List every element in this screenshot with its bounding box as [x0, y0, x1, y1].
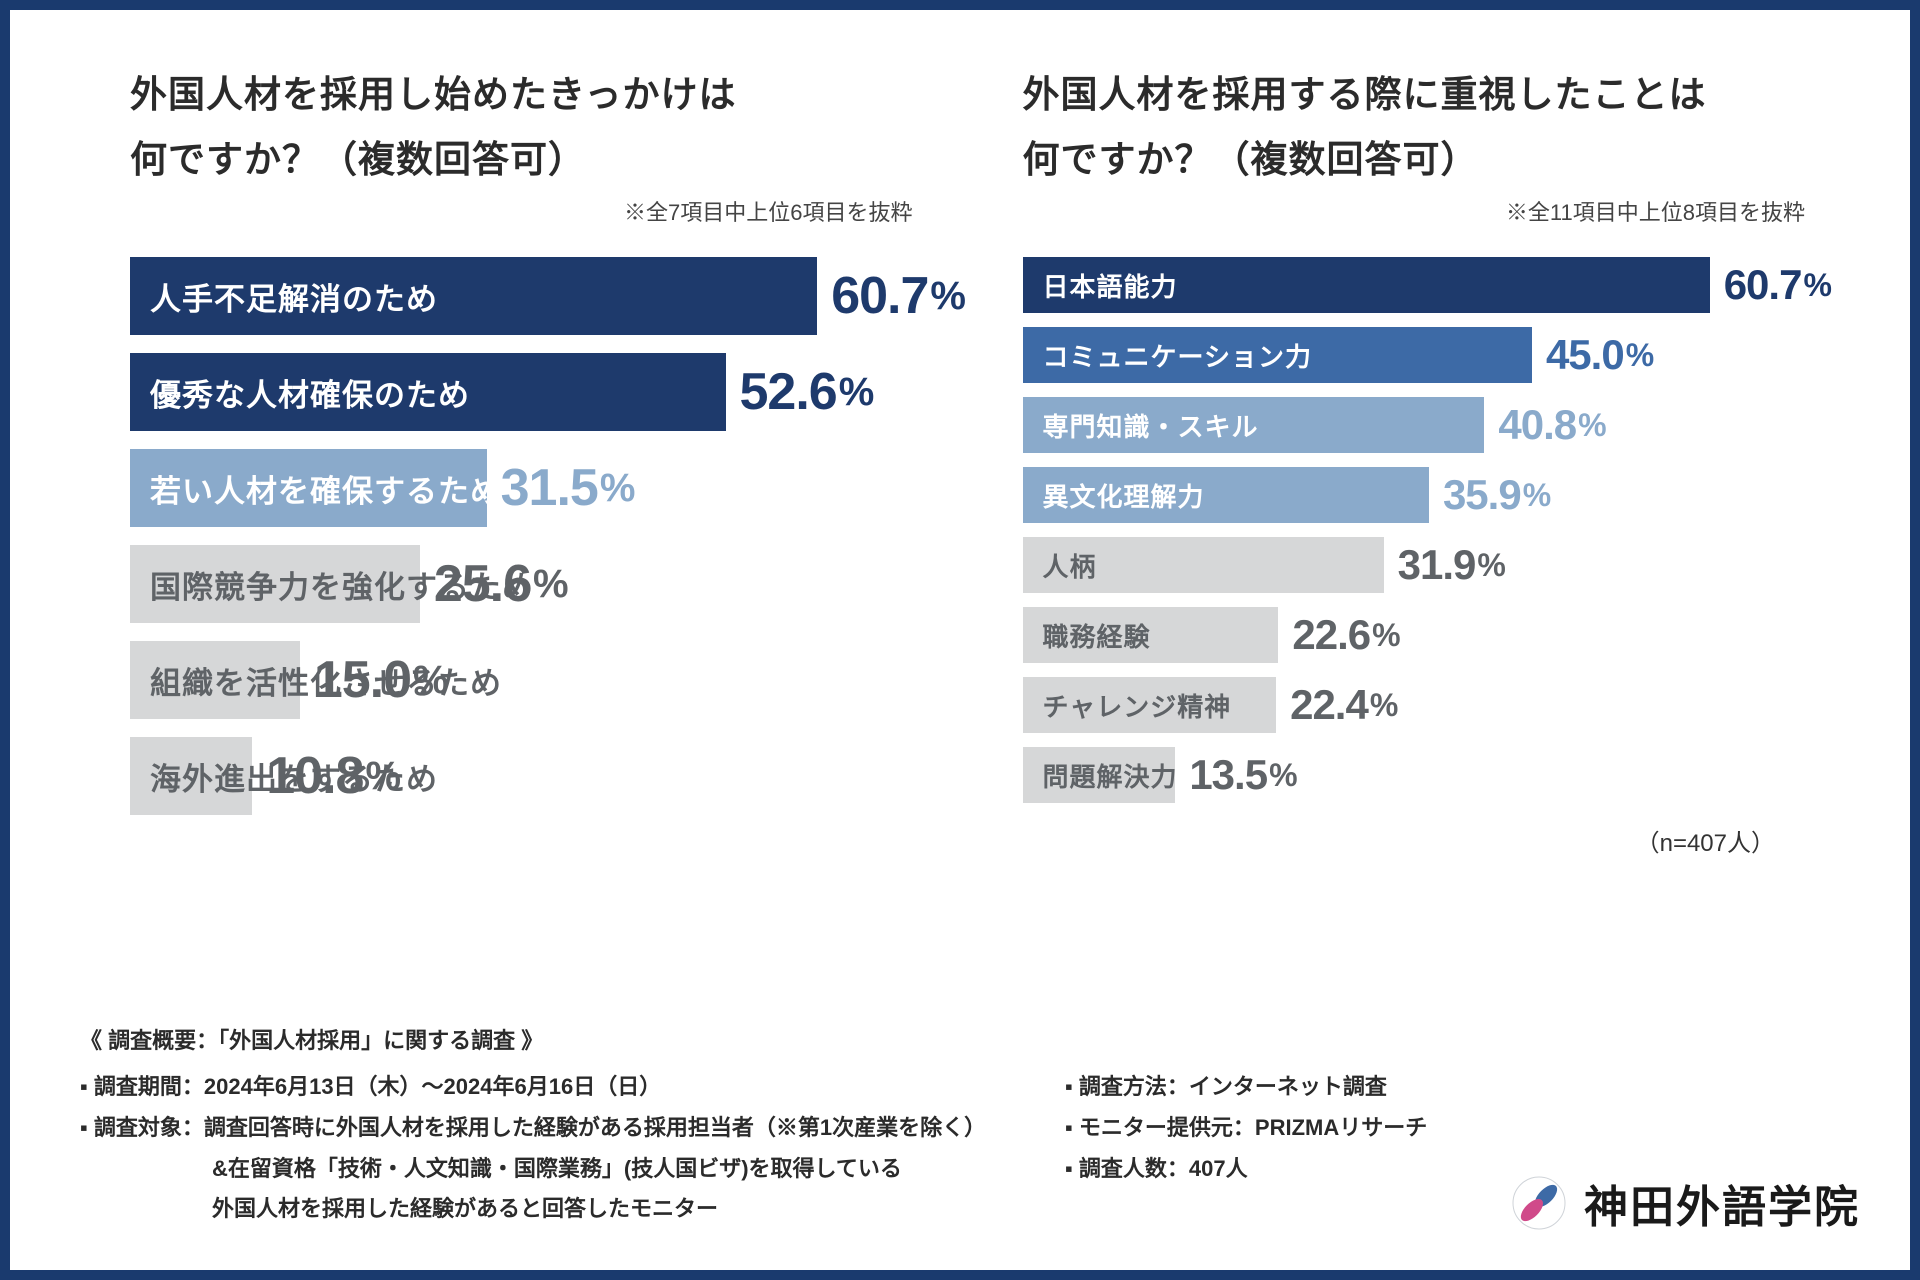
bar-value: 60.7%: [831, 257, 965, 335]
bar-value: 22.4%: [1290, 677, 1397, 733]
bar-label: チャレンジ精神: [1043, 687, 1232, 724]
bar: 優秀な人材確保のため: [130, 353, 726, 431]
right-note: ※全11項目中上位8項目を抜粋: [1023, 195, 1816, 227]
bar-row: 組織を活性化させるため15.0%: [130, 641, 923, 719]
logo-mark-icon: [1509, 1173, 1569, 1233]
survey-overview: 《 調査概要：「外国人材採用」に関する調査 》: [80, 1021, 1815, 1062]
bar: 問題解決力: [1023, 747, 1176, 803]
bar: 組織を活性化させるため: [130, 641, 300, 719]
bar-row: 専門知識・スキル 40.8%: [1023, 397, 1816, 453]
infographic-frame: 外国人材を採用し始めたきっかけは 何ですか？（複数回答可） ※全7項目中上位6項…: [0, 0, 1920, 1280]
left-title-line1: 外国人材を採用し始めたきっかけは: [130, 65, 923, 124]
bar-row: 職務経験 22.6%: [1023, 607, 1816, 663]
bar-value: 60.7%: [1724, 257, 1831, 313]
bar-row: 異文化理解力 35.9%: [1023, 467, 1816, 523]
logo-text: 神田外語学院: [1584, 1171, 1860, 1235]
bar-label: 若い人材を確保するため: [150, 466, 502, 511]
bar: 異文化理解力: [1023, 467, 1429, 523]
bar: 専門知識・スキル: [1023, 397, 1485, 453]
bar-row: 人手不足解消のため60.7%: [130, 257, 923, 335]
bar-value: 31.5%: [501, 449, 635, 527]
bar-label: 人柄: [1043, 547, 1097, 584]
right-title-line1: 外国人材を採用する際に重視したことは: [1023, 65, 1816, 124]
bar-value: 31.9%: [1398, 537, 1505, 593]
left-column: 外国人材を採用し始めたきっかけは 何ですか？（複数回答可） ※全7項目中上位6項…: [130, 65, 923, 858]
bar-value: 45.0%: [1546, 327, 1653, 383]
bar: 若い人材を確保するため: [130, 449, 487, 527]
survey-period: ▪ 調査期間：2024年6月13日（木）〜2024年6月16日（日）: [80, 1067, 1055, 1108]
bar-row: 海外進出をするため10.8%: [130, 737, 923, 815]
bar-value: 35.9%: [1443, 467, 1550, 523]
bar-row: 日本語能力60.7%: [1023, 257, 1816, 313]
bar-label: 異文化理解力: [1043, 477, 1205, 514]
bar-row: 若い人材を確保するため31.5%: [130, 449, 923, 527]
bar-row: チャレンジ精神 22.4%: [1023, 677, 1816, 733]
survey-target2: &在留資格「技術・人文知識・国際業務」(技人国ビザ)を取得している: [80, 1149, 1055, 1190]
bar: 人手不足解消のため: [130, 257, 817, 335]
bar-label: コミュニケーション力: [1043, 337, 1312, 374]
bar-row: コミュニケーション力 45.0%: [1023, 327, 1816, 383]
bar: 海外進出をするため: [130, 737, 252, 815]
right-column: 外国人材を採用する際に重視したことは 何ですか？（複数回答可） ※全11項目中上…: [1023, 65, 1816, 858]
bar-label: 問題解決力: [1043, 757, 1178, 794]
bar-value: 10.8%: [266, 737, 400, 815]
survey-monitor: ▪ モニター提供元：PRIZMAリサーチ: [1065, 1108, 1815, 1149]
survey-target3: 外国人材を採用した経験があると回答したモニター: [80, 1189, 1055, 1230]
bar-value: 22.6%: [1292, 607, 1399, 663]
survey-target1: ▪ 調査対象：調査回答時に外国人材を採用した経験がある採用担当者（※第1次産業を…: [80, 1108, 1055, 1149]
bar-value: 52.6%: [740, 353, 874, 431]
bar-value: 25.6%: [434, 545, 568, 623]
bar: 人柄: [1023, 537, 1384, 593]
left-note: ※全7項目中上位6項目を抜粋: [130, 195, 923, 227]
bar: チャレンジ精神: [1023, 677, 1277, 733]
survey-method: ▪ 調査方法：インターネット調査: [1065, 1067, 1815, 1108]
sample-size: （n=407人）: [1023, 823, 1816, 858]
columns: 外国人材を採用し始めたきっかけは 何ですか？（複数回答可） ※全7項目中上位6項…: [130, 65, 1815, 858]
bar-value: 15.0%: [314, 641, 448, 719]
bar: 日本語能力: [1023, 257, 1710, 313]
bar-row: 国際競争力を強化するため25.6%: [130, 545, 923, 623]
bar-label: 職務経験: [1043, 617, 1151, 654]
bar-value: 40.8%: [1498, 397, 1605, 453]
bar-row: 問題解決力 13.5%: [1023, 747, 1816, 803]
logo: 神田外語学院: [1509, 1171, 1860, 1235]
bar-label: 日本語能力: [1043, 267, 1178, 304]
bar-row: 優秀な人材確保のため 52.6%: [130, 353, 923, 431]
bar: コミュニケーション力: [1023, 327, 1532, 383]
bar-value: 13.5%: [1189, 747, 1296, 803]
bar: 職務経験: [1023, 607, 1279, 663]
bar-label: 人手不足解消のため: [150, 274, 438, 319]
left-title-line2: 何ですか？（複数回答可）: [130, 130, 923, 189]
left-bar-chart: 人手不足解消のため60.7% 優秀な人材確保のため 52.6% 若い人材を確保するため…: [130, 257, 923, 815]
bar-label: 専門知識・スキル: [1043, 407, 1259, 444]
bar: 国際競争力を強化するため: [130, 545, 420, 623]
right-title-line2: 何ですか？（複数回答可）: [1023, 130, 1816, 189]
bar-label: 優秀な人材確保のため: [150, 370, 470, 415]
bar-row: 人柄 31.9%: [1023, 537, 1816, 593]
right-bar-chart: 日本語能力60.7% コミュニケーション力 45.0% 専門知識・スキル 40.8% 異文…: [1023, 257, 1816, 803]
